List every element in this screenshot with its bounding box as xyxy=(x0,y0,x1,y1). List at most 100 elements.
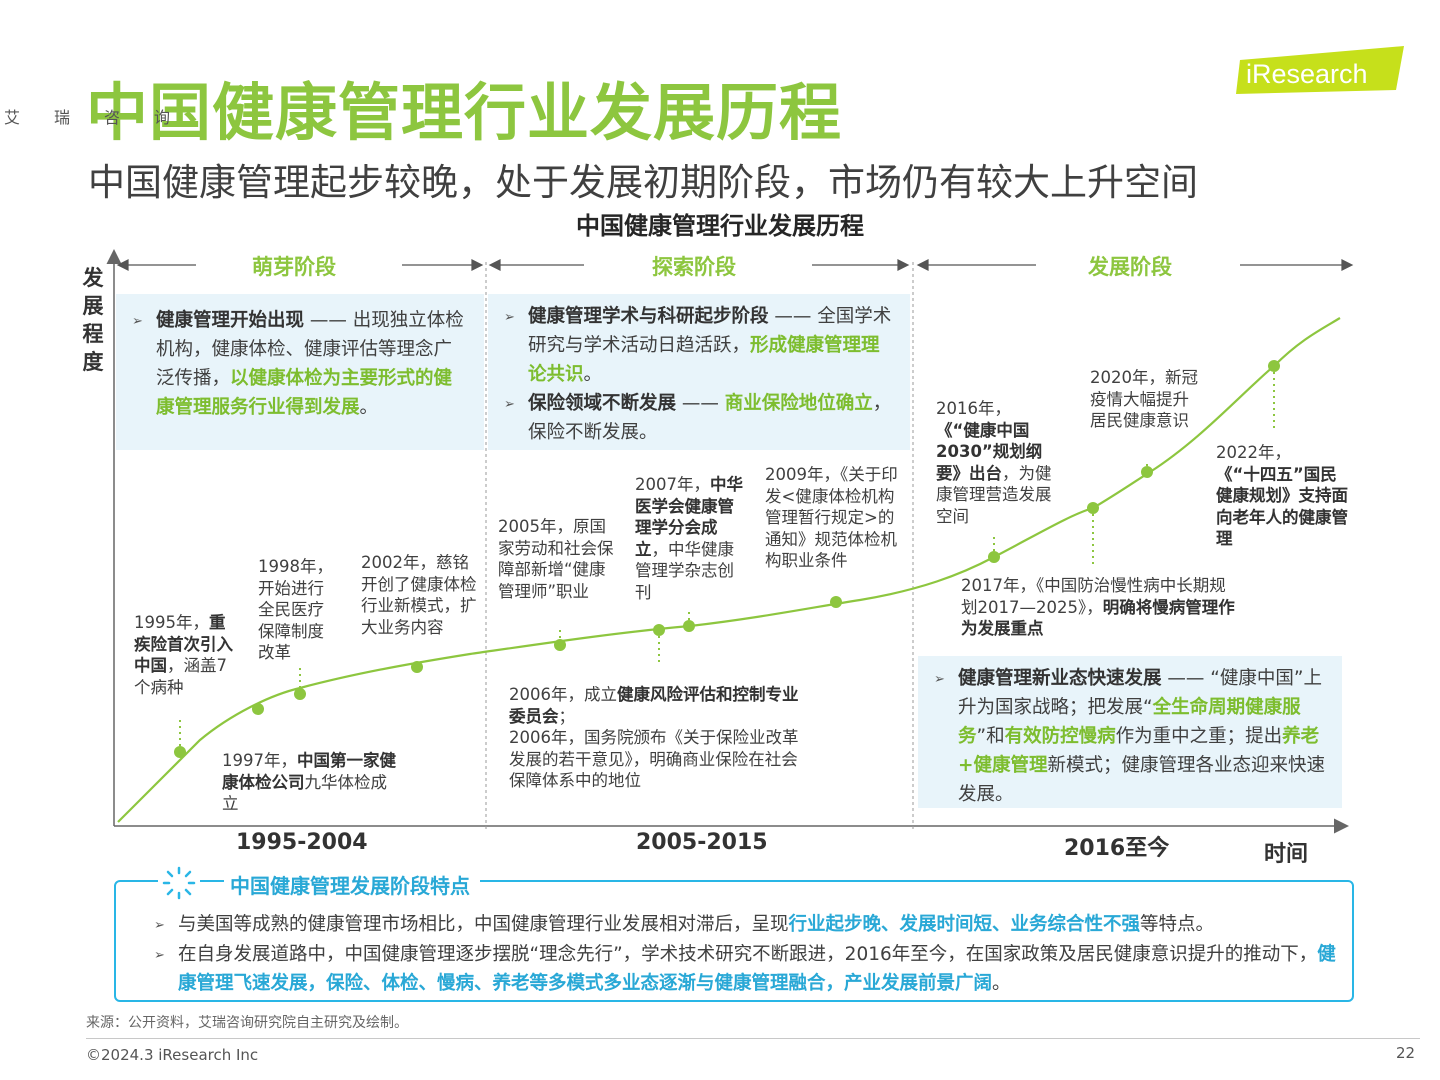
growth-curve xyxy=(117,317,1341,823)
bullet-row: ➢ 在自身发展道路中，中国健康管理逐步摆脱“理念先行”，学术技术研究不断跟进，20… xyxy=(154,940,1344,998)
stage-label-2: 探索阶段 xyxy=(652,255,736,279)
text-segment: 。 xyxy=(583,364,603,385)
text-segment: 作为重中之重；提出 xyxy=(1115,726,1283,747)
bullet-row: ➢ 健康管理新业态快速发展 —— “健康中国”上升为国家战略；把发展“全生命周期健… xyxy=(934,664,1328,809)
text-segment: 中国第一家健康体检公司 xyxy=(222,751,396,792)
event-2005: 2005年，原国家劳动和社会保障部新增“健康管理师”职业 xyxy=(498,516,620,602)
point-2006 xyxy=(653,624,665,636)
text-segment: 明确将慢病管理作为发展重点 xyxy=(961,597,1235,639)
point-1998 xyxy=(294,688,306,700)
text-segment: ，涵盖7个病种 xyxy=(134,656,227,697)
arrow-bullet-icon: ➢ xyxy=(154,918,165,933)
text-segment: 2006年，成立 xyxy=(509,685,617,704)
event-1997: 1997年，中国第一家健康体检公司九华体检成立 xyxy=(222,750,398,815)
text-segment: 健康管理开始出现 xyxy=(156,310,305,331)
footer-divider xyxy=(86,1038,1420,1039)
event-2020: 2020年，新冠疫情大幅提升居民健康意识 xyxy=(1090,367,1204,432)
event-2022: 2022年， 《“十四五”国民健康规划》支持面向老年人的健康管理 xyxy=(1216,442,1348,550)
iresearch-logo: iResearch xyxy=(1236,46,1406,128)
event-2007: 2007年，中华医学会健康管理学分会成立，中华健康管理学杂志创刊 xyxy=(635,474,747,603)
text-segment: 2006年，国务院颁布《关于保险业改革发展的若干意见》，明确商业保险在社会保障体… xyxy=(509,728,799,790)
event-1998: 1998年，开始进行全民医疗保障制度改革 xyxy=(258,556,338,664)
copyright: ©2024.3 iResearch Inc xyxy=(86,1046,259,1064)
stage-label-3: 发展阶段 xyxy=(1088,255,1172,279)
logo-cn-text: 艾 瑞 咨 询 xyxy=(4,108,170,127)
bullet-text: 健康管理学术与科研起步阶段 —— 全国学术研究与学术活动日趋活跃，形成健康管理理… xyxy=(528,302,896,389)
bullet-text: 在自身发展道路中，中国健康管理逐步摆脱“理念先行”，学术技术研究不断跟进，201… xyxy=(178,940,1344,998)
bullet-text: 保险领域不断发展 —— 商业保险地位确立，保险不断发展。 xyxy=(528,389,896,447)
text-segment: 等特点。 xyxy=(1140,914,1215,935)
stage-label-1: 萌芽阶段 xyxy=(252,255,336,279)
text-segment: —— “健康中国”上升为国家战略；把发展“ xyxy=(958,668,1322,718)
page-subtitle: 中国健康管理起步较晚，处于发展初期阶段，市场仍有较大上升空间 xyxy=(88,161,1198,204)
text-segment: 保险领域不断发展 xyxy=(528,393,677,414)
text-segment: 养老+健康管理 xyxy=(958,726,1320,776)
text-segment: 有效防控慢病 xyxy=(1004,726,1116,747)
bullet-row: ➢ 健康管理开始出现 —— 出现独立体检机构，健康体检、健康评估等理念广泛传播，以… xyxy=(132,306,470,422)
bullet-row: ➢ 保险领域不断发展 —— 商业保险地位确立，保险不断发展。 xyxy=(504,389,896,447)
sparkle-icon xyxy=(158,862,200,904)
arrow-bullet-icon: ➢ xyxy=(504,397,515,412)
page-number: 22 xyxy=(1396,1044,1416,1062)
period-label-2: 2005-2015 xyxy=(636,830,768,855)
arrow-bullet-icon: ➢ xyxy=(132,314,143,329)
event-2002: 2002年，慈铭开创了健康体检行业新模式，扩大业务内容 xyxy=(361,552,479,638)
point-2022 xyxy=(1268,360,1280,372)
text-segment: 2005年，原国家劳动和社会保障部新增“健康管理师”职业 xyxy=(498,517,614,601)
text-segment: 。 xyxy=(359,397,379,418)
bullet-text: 健康管理新业态快速发展 —— “健康中国”上升为国家战略；把发展“全生命周期健康… xyxy=(958,664,1328,809)
text-segment: 2002年，慈铭开创了健康体检行业新模式，扩大业务内容 xyxy=(361,553,477,637)
stage-box-2: ➢ 健康管理学术与科研起步阶段 —— 全国学术研究与学术活动日趋活跃，形成健康管理… xyxy=(488,294,910,450)
point-1997 xyxy=(252,703,264,715)
point-2005 xyxy=(554,639,566,651)
features-list: ➢ 与美国等成熟的健康管理市场相比，中国健康管理行业发展相对滞后，呈现行业起步晚、… xyxy=(154,910,1344,998)
event-2009: 2009年，《关于印发<健康体检机构管理暂行规定>的通知》规范体检机构职业条件 xyxy=(765,464,907,572)
text-segment: —— 出现独立体检机构，健康体检、健康评估等理念广泛传播， xyxy=(156,310,464,389)
text-segment: —— 全国学术研究与学术活动日趋活跃， xyxy=(528,306,892,356)
text-segment: 2007年， xyxy=(635,475,710,494)
point-1995 xyxy=(174,746,186,758)
point-2009 xyxy=(830,596,842,608)
features-title: 中国健康管理发展阶段特点 xyxy=(224,870,480,899)
text-segment: 在自身发展道路中，中国健康管理逐步摆脱“理念先行”，学术技术研究不断跟进，201… xyxy=(178,944,1318,965)
text-segment: 2020年，新冠疫情大幅提升居民健康意识 xyxy=(1090,368,1198,430)
text-segment: ； xyxy=(558,706,576,726)
text-segment: 《“健康中国2030”规划纲要》出台 xyxy=(936,420,1043,483)
y-axis-label: 发展程度 xyxy=(82,266,104,374)
text-segment: 健康管理新业态快速发展 xyxy=(958,668,1162,689)
text-segment: 2009年，《关于印发<健康体检机构管理暂行规定>的通知》规范体检机构职业条件 xyxy=(765,465,898,570)
text-segment: 《“十四五”国民健康规划》支持面向老年人的健康管理 xyxy=(1216,464,1348,549)
text-segment: 2016年， xyxy=(936,399,1011,418)
text-segment: 全生命周期健康服务 xyxy=(958,697,1301,747)
page-title: 中国健康管理行业发展历程 xyxy=(86,76,843,149)
period-label-3: 2016至今 xyxy=(1064,836,1170,861)
text-segment: ”和 xyxy=(976,726,1005,747)
text-segment: 健康管理学术与科研起步阶段 xyxy=(528,306,769,327)
text-segment: 健康风险评估和控制专业委员会 xyxy=(509,685,799,726)
text-segment: 健康管理飞速发展，保险、体检、慢病、养老等多模式多业态逐渐与健康管理融合，产业发… xyxy=(178,944,1336,994)
text-segment: ，为健康管理营造发展空间 xyxy=(936,463,1052,526)
text-segment: 商业保险地位确立 xyxy=(724,393,873,414)
text-segment: 形成健康管理理论共识 xyxy=(528,335,880,385)
point-2007 xyxy=(683,620,695,632)
x-axis-label: 时间 xyxy=(1264,842,1309,867)
logo-text: iResearch xyxy=(1246,59,1368,89)
text-segment: ，中华健康管理学杂志创刊 xyxy=(635,539,734,602)
bullet-text: 与美国等成熟的健康管理市场相比，中国健康管理行业发展相对滞后，呈现行业起步晚、发… xyxy=(178,910,1214,940)
arrow-bullet-icon: ➢ xyxy=(154,948,165,963)
text-segment: 2017年，《中国防治慢性病中长期规划2017—2025》， xyxy=(961,576,1226,617)
point-2020 xyxy=(1141,466,1153,478)
text-segment: 1995年， xyxy=(134,613,209,632)
point-2002 xyxy=(411,661,423,673)
stage-box-1: ➢ 健康管理开始出现 —— 出现独立体检机构，健康体检、健康评估等理念广泛传播，以… xyxy=(116,294,484,450)
text-segment: 新模式；健康管理各业态迎来快速发展。 xyxy=(958,755,1326,805)
features-box xyxy=(114,880,1354,1002)
event-2006: 2006年，成立健康风险评估和控制专业委员会； 2006年，国务院颁布《关于保险业… xyxy=(509,684,809,792)
text-segment: 1997年， xyxy=(222,751,297,770)
text-segment: 行业起步晚、发展时间短、业务综合性不强 xyxy=(788,914,1141,935)
event-2016: 2016年， 《“健康中国2030”规划纲要》出台，为健康管理营造发展空间 xyxy=(936,398,1060,527)
point-2017 xyxy=(1087,502,1099,514)
text-segment: 2022年， xyxy=(1216,443,1291,462)
